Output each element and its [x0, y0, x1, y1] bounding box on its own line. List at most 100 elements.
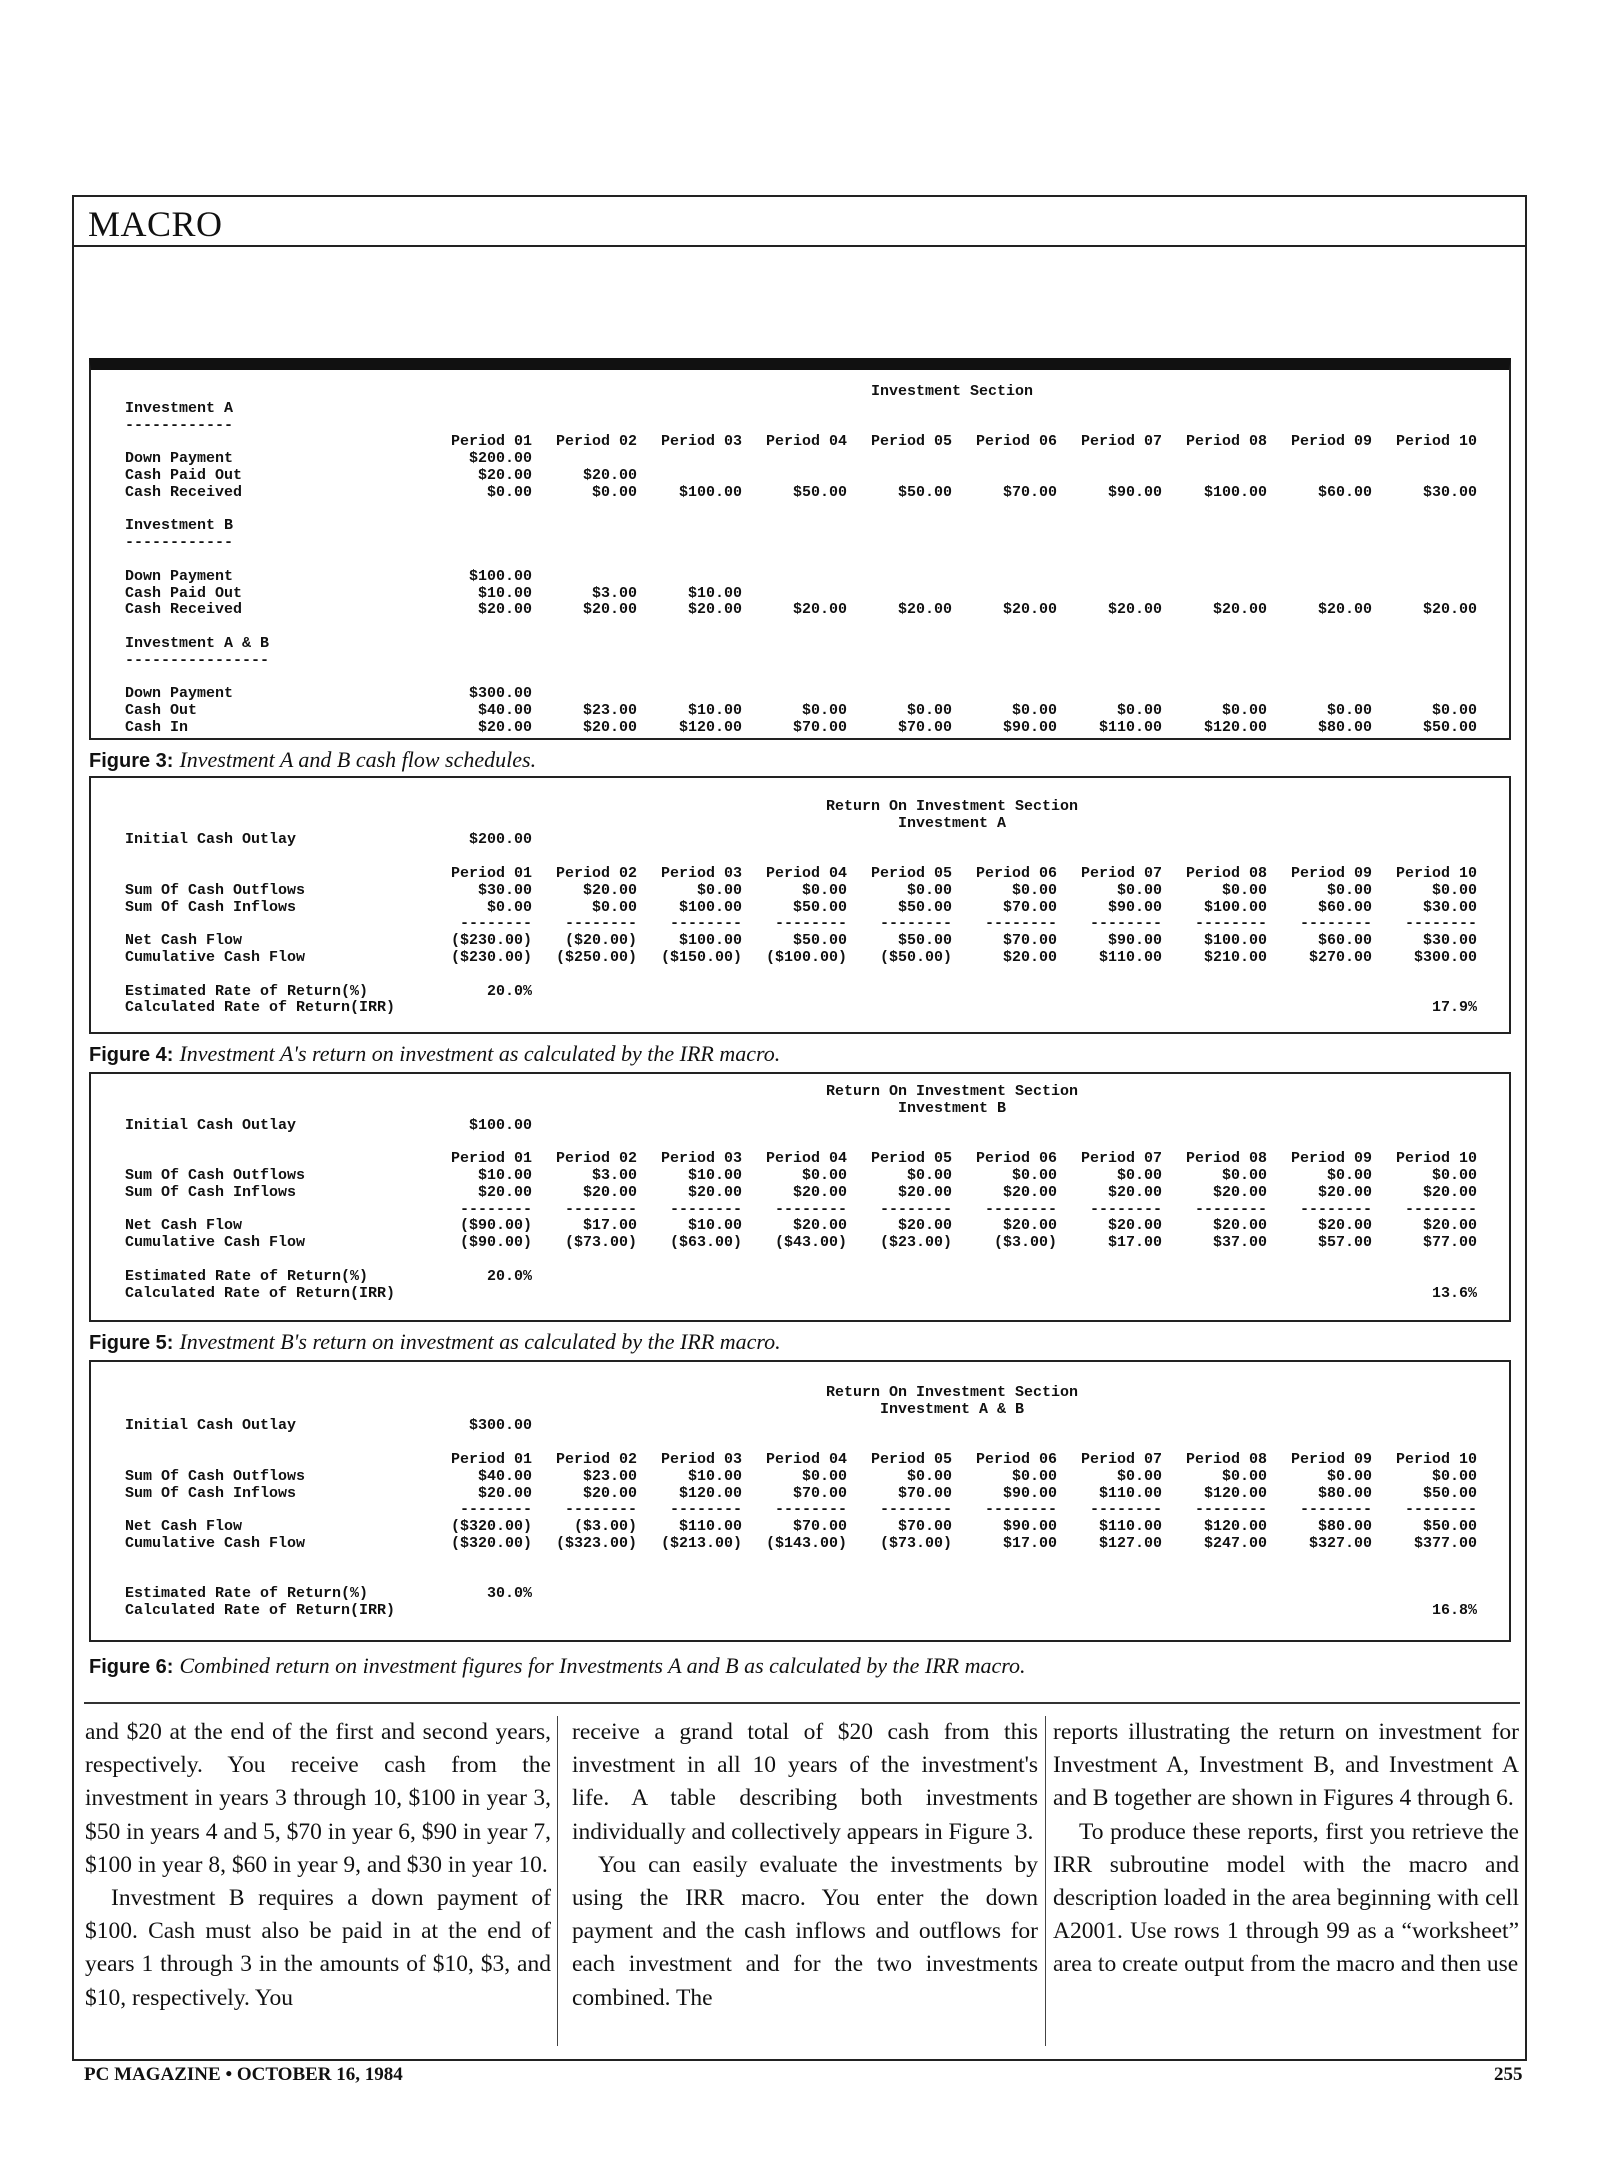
row-label: Calculated Rate of Return(IRR): [125, 999, 396, 1017]
page-number: 255: [1494, 2064, 1523, 2085]
cell-value: $0.00: [591, 483, 637, 501]
cell-value: Period 06: [975, 1450, 1057, 1468]
cell-value: $10.00: [687, 702, 742, 720]
cell-value: --------: [669, 1501, 742, 1519]
cell-value: $110.00: [1098, 718, 1162, 736]
blank-line: [125, 619, 1477, 636]
table-row: Down Payment $200.00: [125, 450, 1477, 468]
cell-value: Period 09: [1290, 864, 1372, 882]
cell-value: $20.00: [897, 1183, 952, 1201]
cell-value: $0.00: [1221, 1166, 1267, 1184]
cell-value: --------: [1089, 915, 1162, 933]
cell-value: 20.0%: [486, 1267, 532, 1285]
cell-value: $0.00: [1326, 1166, 1372, 1184]
caption-label: Figure 3:: [89, 750, 174, 772]
cell-value: Period 07: [1080, 864, 1162, 882]
section-title: MACRO: [88, 204, 223, 244]
table-row: Calculated Rate of Return(IRR) 16.8%: [125, 1602, 1477, 1620]
title-text: Return On Investment Section: [825, 1083, 1079, 1100]
cell-value: $300.00: [468, 1417, 532, 1435]
cell-value: $327.00: [1308, 1534, 1372, 1552]
cell-value: Period 08: [1185, 433, 1267, 451]
table-title: Investment A: [125, 815, 1477, 833]
cell-value: $0.00: [1221, 702, 1267, 720]
cell-value: 16.8%: [1431, 1602, 1477, 1620]
cell-value: --------: [879, 915, 952, 933]
blank-line: [125, 1252, 1477, 1269]
cell-value: $0.00: [1011, 881, 1057, 899]
row-label: Calculated Rate of Return(IRR): [125, 1284, 396, 1302]
column-rule: [1045, 1716, 1046, 2046]
cell-value: $20.00: [897, 601, 952, 619]
table-row: Cumulative Cash Flow ($320.00) ($323.00) ($…: [125, 1534, 1477, 1553]
row-label: Investment A & B: [125, 634, 270, 652]
cell-value: Period 01: [450, 1450, 532, 1468]
cell-value: $20.00: [477, 1484, 532, 1502]
caption-label: Figure 6:: [89, 1656, 174, 1678]
cell-value: $100.00: [678, 898, 742, 916]
cell-value: $40.00: [477, 702, 532, 720]
row-label: Cumulative Cash Flow: [125, 1534, 306, 1552]
cell-value: $200.00: [468, 831, 532, 849]
table-row: Cash In $20.00 $20.00 $120.00 $70.00 $70.00 $9…: [125, 718, 1477, 737]
row-label: Initial Cash Outlay: [125, 1116, 297, 1134]
cell-value: $20.00: [582, 601, 637, 619]
cell-value: $3.00: [591, 584, 637, 602]
cell-value: ($90.00): [459, 1234, 532, 1252]
cell-value: $120.00: [678, 718, 742, 736]
cell-value: $100.00: [468, 1116, 532, 1134]
table-row: Investment A & B: [125, 634, 1477, 653]
cell-value: $90.00: [1002, 718, 1057, 736]
table-row: Sum Of Cash Inflows $20.00 $20.00 $120.00 $7…: [125, 1484, 1477, 1503]
caption-text: Investment A's return on investment as c…: [179, 1041, 781, 1066]
section-header: MACRO: [72, 195, 1527, 247]
cell-value: $0.00: [591, 898, 637, 916]
table-row: Sum Of Cash Outflows $30.00 $20.00 $0.00 $0.…: [125, 881, 1477, 900]
cell-value: $0.00: [1431, 702, 1477, 720]
row-label: Net Cash Flow: [125, 1217, 243, 1235]
cell-value: $0.00: [801, 1166, 847, 1184]
cell-value: ($63.00): [669, 1234, 742, 1252]
cell-value: $20.00: [1107, 1217, 1162, 1235]
cell-value: Period 07: [1080, 433, 1162, 451]
row-label: Cash Received: [125, 601, 243, 619]
cell-value: $70.00: [792, 718, 847, 736]
table-row: -------- -------- -------- -------- --------…: [125, 1502, 1477, 1519]
cell-value: $20.00: [1422, 1183, 1477, 1201]
row-label: Initial Cash Outlay: [125, 1417, 297, 1435]
cell-value: $70.00: [1002, 898, 1057, 916]
text-column: and $20 at the end of the first and seco…: [85, 1716, 551, 2048]
paragraph: You can easily evaluate the investments …: [572, 1851, 1038, 2011]
cell-value: $80.00: [1317, 1484, 1372, 1502]
blank-line: [125, 782, 1477, 799]
cell-value: $0.00: [906, 1166, 952, 1184]
caption-text: Investment A and B cash flow schedules.: [179, 747, 537, 772]
table-row: Down Payment $300.00: [125, 686, 1477, 703]
cell-value: $0.00: [1011, 702, 1057, 720]
row-label: Cash In: [125, 718, 189, 736]
cell-value: $0.00: [801, 1467, 847, 1485]
paragraph: Investment B requires a down payment of …: [85, 1885, 551, 2011]
cell-value: --------: [1089, 1200, 1162, 1218]
table-row: Sum Of Cash Inflows $0.00 $0.00 $100.00 $50.…: [125, 898, 1477, 917]
cell-value: $20.00: [1212, 601, 1267, 619]
page-frame: [72, 195, 1527, 2061]
cell-value: ($23.00): [879, 1234, 952, 1252]
blank-line: [125, 1553, 1477, 1570]
cell-value: $270.00: [1308, 948, 1372, 966]
row-label: Cash Paid Out: [125, 584, 243, 602]
figure-caption: Figure 4: Investment A's return on invest…: [89, 1042, 780, 1067]
row-label: Estimated Rate of Return(%): [125, 982, 369, 1000]
cell-value: $0.00: [1116, 1166, 1162, 1184]
row-label: ----------------: [125, 651, 270, 669]
cell-value: $20.00: [582, 1183, 637, 1201]
cell-value: $20.00: [1107, 601, 1162, 619]
cell-value: 20.0%: [486, 982, 532, 1000]
row-label: Net Cash Flow: [125, 1518, 243, 1536]
cell-value: $20.00: [792, 1217, 847, 1235]
cell-value: $100.00: [1203, 898, 1267, 916]
cell-value: $110.00: [1098, 1484, 1162, 1502]
cell-value: 30.0%: [486, 1585, 532, 1603]
cell-value: $0.00: [1011, 1166, 1057, 1184]
row-label: ------------: [125, 416, 234, 434]
